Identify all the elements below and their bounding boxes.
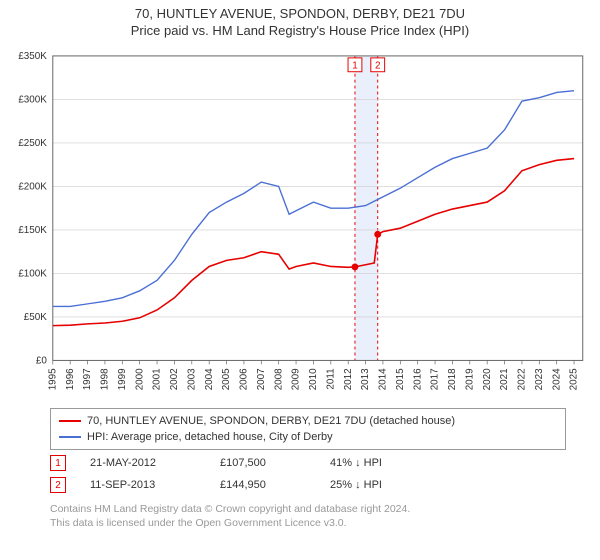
svg-text:£0: £0 <box>36 355 47 366</box>
svg-text:2005: 2005 <box>221 368 232 390</box>
svg-text:2001: 2001 <box>152 368 163 390</box>
svg-text:£350K: £350K <box>18 51 47 62</box>
svg-text:2019: 2019 <box>464 368 475 390</box>
svg-text:2012: 2012 <box>343 368 354 390</box>
svg-text:2018: 2018 <box>447 368 458 390</box>
svg-text:2007: 2007 <box>256 368 267 390</box>
svg-text:2016: 2016 <box>412 368 423 390</box>
event-date: 11-SEP-2013 <box>90 479 220 491</box>
svg-text:2021: 2021 <box>499 368 510 390</box>
chart-plot: £0£50K£100K£150K£200K£250K£300K£350K1995… <box>50 48 590 398</box>
chart-subtitle: Price paid vs. HM Land Registry's House … <box>0 23 600 38</box>
chart-container: 70, HUNTLEY AVENUE, SPONDON, DERBY, DE21… <box>0 0 600 560</box>
svg-text:1998: 1998 <box>100 368 111 390</box>
footer-line: This data is licensed under the Open Gov… <box>50 516 410 530</box>
legend-row: 70, HUNTLEY AVENUE, SPONDON, DERBY, DE21… <box>59 413 557 429</box>
svg-text:2009: 2009 <box>291 368 302 390</box>
legend-label: HPI: Average price, detached house, City… <box>87 429 333 445</box>
svg-text:1996: 1996 <box>65 368 76 390</box>
title-block: 70, HUNTLEY AVENUE, SPONDON, DERBY, DE21… <box>0 0 600 38</box>
svg-text:2: 2 <box>375 60 381 71</box>
svg-text:2017: 2017 <box>430 368 441 390</box>
event-delta: 25% ↓ HPI <box>330 479 440 491</box>
svg-text:£50K: £50K <box>24 312 47 323</box>
legend-swatch <box>59 420 81 422</box>
svg-text:£200K: £200K <box>18 181 47 192</box>
svg-text:2006: 2006 <box>239 368 250 390</box>
svg-text:2024: 2024 <box>551 368 562 390</box>
svg-text:2015: 2015 <box>395 368 406 390</box>
svg-text:£300K: £300K <box>18 94 47 105</box>
svg-text:1: 1 <box>352 60 358 71</box>
event-date: 21-MAY-2012 <box>90 457 220 469</box>
event-row: 1 21-MAY-2012 £107,500 41% ↓ HPI <box>50 452 440 474</box>
events-table: 1 21-MAY-2012 £107,500 41% ↓ HPI 2 11-SE… <box>50 452 440 496</box>
svg-text:2022: 2022 <box>517 368 528 390</box>
event-price: £144,950 <box>220 479 330 491</box>
chart-svg: £0 £50K £100K £150K £200K £250K £300K £350K 1995… <box>6 48 590 398</box>
svg-text:2013: 2013 <box>360 368 371 390</box>
svg-text:2003: 2003 <box>186 368 197 390</box>
svg-text:£100K: £100K <box>18 268 47 279</box>
svg-text:2025: 2025 <box>569 368 580 390</box>
svg-text:2008: 2008 <box>273 368 284 390</box>
footer: Contains HM Land Registry data © Crown c… <box>50 502 410 530</box>
legend-swatch <box>59 436 81 438</box>
event-delta: 41% ↓ HPI <box>330 457 440 469</box>
svg-text:2011: 2011 <box>325 368 336 390</box>
svg-text:2000: 2000 <box>134 368 145 390</box>
svg-text:2023: 2023 <box>534 368 545 390</box>
event-marker-icon: 2 <box>50 477 66 493</box>
svg-text:1997: 1997 <box>82 368 93 390</box>
legend-label: 70, HUNTLEY AVENUE, SPONDON, DERBY, DE21… <box>87 413 455 429</box>
svg-text:1999: 1999 <box>117 368 128 390</box>
svg-text:2014: 2014 <box>378 368 389 390</box>
svg-text:2010: 2010 <box>308 368 319 390</box>
svg-text:£150K: £150K <box>18 225 47 236</box>
svg-text:2004: 2004 <box>204 368 215 390</box>
svg-text:£250K: £250K <box>18 138 47 149</box>
footer-line: Contains HM Land Registry data © Crown c… <box>50 502 410 516</box>
chart-title: 70, HUNTLEY AVENUE, SPONDON, DERBY, DE21… <box>0 6 600 21</box>
svg-text:2020: 2020 <box>482 368 493 390</box>
event-marker-icon: 1 <box>50 455 66 471</box>
event-price: £107,500 <box>220 457 330 469</box>
svg-text:1995: 1995 <box>47 368 58 390</box>
svg-text:2002: 2002 <box>169 368 180 390</box>
event-row: 2 11-SEP-2013 £144,950 25% ↓ HPI <box>50 474 440 496</box>
legend: 70, HUNTLEY AVENUE, SPONDON, DERBY, DE21… <box>50 408 566 450</box>
legend-row: HPI: Average price, detached house, City… <box>59 429 557 445</box>
